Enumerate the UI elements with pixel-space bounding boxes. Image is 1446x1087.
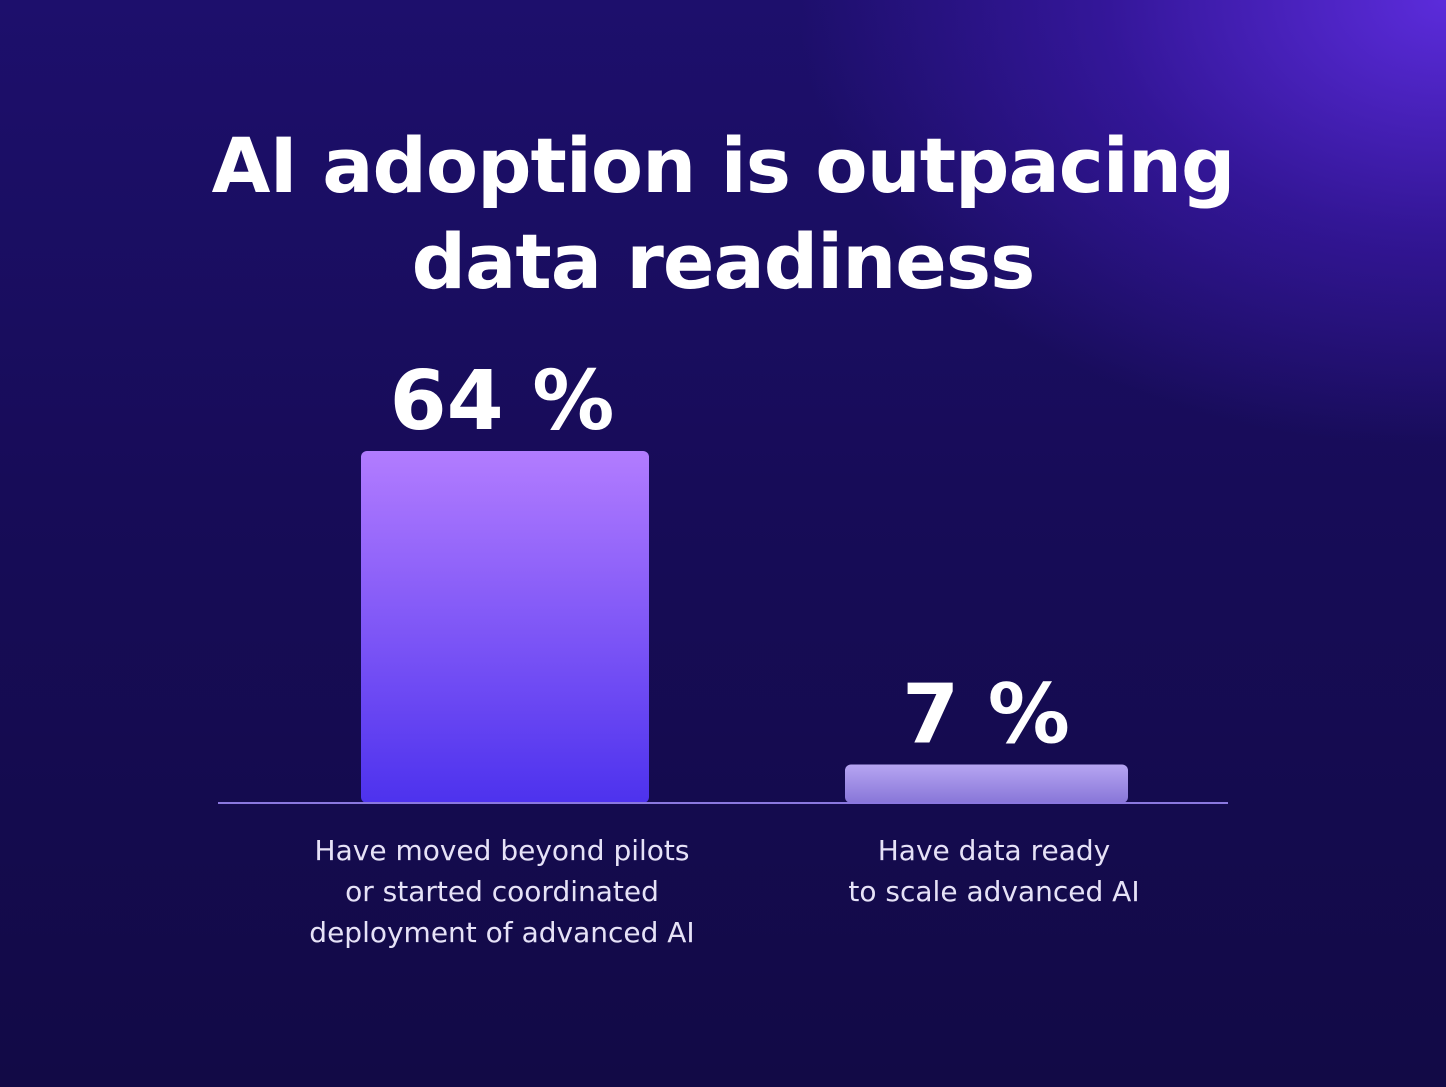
category-label-1-line-3: deployment of advanced AI xyxy=(309,916,695,949)
category-label-1: Have moved beyond pilots or started coor… xyxy=(262,830,742,953)
value-label-1: 64 % xyxy=(390,354,615,449)
category-label-2-line-1: Have data ready xyxy=(877,834,1111,867)
chart-title: AI adoption is outpacing data readiness xyxy=(0,118,1446,310)
chart-title-line-2: data readiness xyxy=(411,217,1036,306)
bar-2 xyxy=(845,764,1128,803)
bar-1 xyxy=(361,451,649,803)
category-label-1-line-2: or started coordinated xyxy=(345,875,659,908)
category-label-2-line-2: to scale advanced AI xyxy=(848,875,1140,908)
chart-title-line-1: AI adoption is outpacing xyxy=(211,121,1236,210)
value-label-2: 7 % xyxy=(902,668,1070,763)
category-label-1-line-1: Have moved beyond pilots xyxy=(314,834,690,867)
category-label-2: Have data ready to scale advanced AI xyxy=(754,830,1234,912)
